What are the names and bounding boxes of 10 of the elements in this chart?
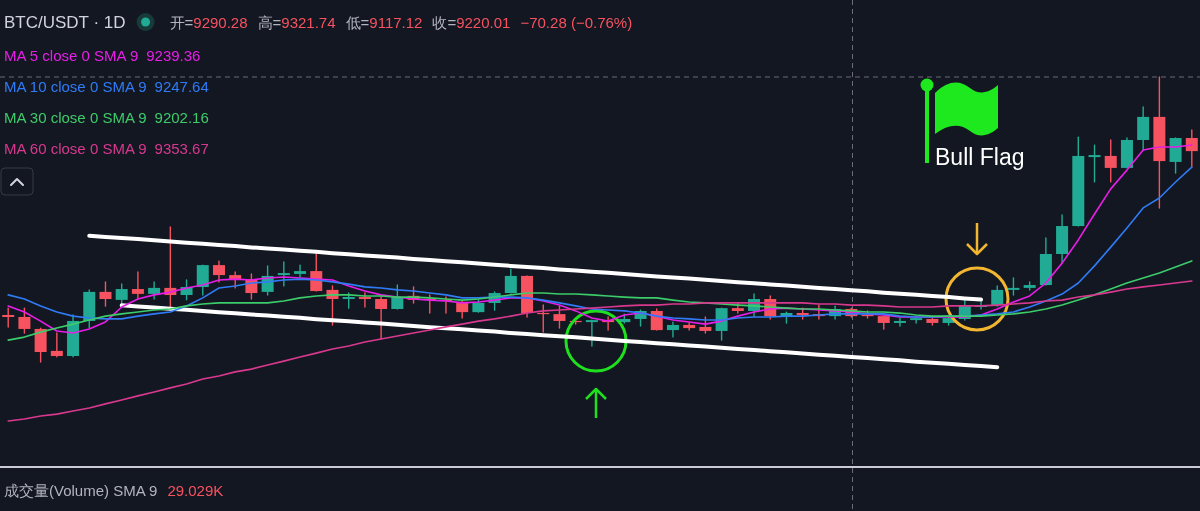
text: 高=9321.74 [257, 14, 336, 31]
legend: MA 5 close 0 SMA 9 9239.36 MA 10 close 0 SMA 9 9247.64 MA 30 close 0 SMA 9 9202.16 MA 60 close 0 SMA 9 9353.67 [4, 47, 209, 157]
text: 低=9117.12 [345, 14, 423, 31]
annotation: Bull Flag [935, 144, 1025, 170]
chart-title: BTC/USDT · 1D [4, 13, 126, 32]
text: −70.28 (−0.76%) [520, 14, 633, 31]
text: 成交量(Volume) SMA 9 [4, 482, 158, 499]
text: 开=9290.28 [169, 14, 248, 31]
text: 29.029K [167, 482, 224, 499]
text: 收=9220.01 [432, 14, 511, 31]
